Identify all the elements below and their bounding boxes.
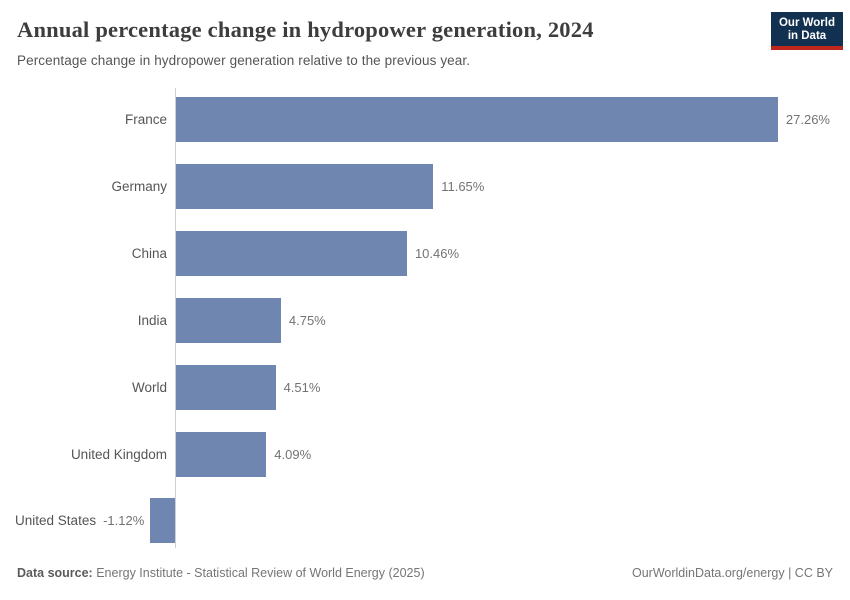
bar-label-germany: Germany bbox=[111, 178, 167, 194]
bar-india[interactable] bbox=[176, 297, 281, 343]
owid-logo[interactable]: Our World in Data bbox=[771, 12, 843, 50]
bar-value-germany: 11.65% bbox=[441, 178, 485, 194]
bar-labels-united-states: United States -1.12% bbox=[15, 498, 144, 543]
bar-united-kingdom[interactable] bbox=[176, 431, 267, 477]
bar-label-united-states: United States bbox=[15, 513, 97, 529]
bar-value-world: 4.51% bbox=[283, 379, 321, 395]
bar-france[interactable] bbox=[176, 97, 778, 142]
data-source-label: Data source: bbox=[17, 566, 93, 580]
data-source-text: Energy Institute - Statistical Review of… bbox=[96, 566, 425, 580]
chart-plot: France 27.26% Germany 11.65% China 10.46% Indi… bbox=[0, 88, 850, 548]
bar-label-world: World bbox=[131, 379, 167, 395]
y-axis-line bbox=[175, 88, 176, 548]
owid-logo-line2: in Data bbox=[787, 29, 827, 42]
bar-china[interactable] bbox=[176, 230, 407, 276]
license-credit-link[interactable]: OurWorldinData.org/energy | CC BY bbox=[631, 566, 833, 580]
bar-value-india: 4.75% bbox=[288, 312, 326, 328]
bar-label-united-kingdom: United Kingdom bbox=[70, 446, 167, 462]
bar-value-united-kingdom: 4.09% bbox=[274, 446, 312, 462]
bar-label-india: India bbox=[137, 312, 167, 328]
data-source-note: Data source: Energy Institute - Statisti… bbox=[17, 566, 425, 580]
chart-subtitle: Percentage change in hydropower generati… bbox=[17, 53, 471, 68]
owid-logo-box: Our World in Data bbox=[771, 12, 843, 46]
chart-title: Annual percentage change in hydropower g… bbox=[17, 17, 594, 42]
bar-germany[interactable] bbox=[176, 163, 434, 209]
bar-value-united-states: -1.12% bbox=[103, 513, 145, 529]
bar-united-states[interactable] bbox=[150, 498, 175, 544]
bar-label-china: China bbox=[131, 245, 167, 261]
bar-value-china: 10.46% bbox=[414, 245, 460, 261]
owid-logo-line1: Our World bbox=[778, 17, 835, 29]
bar-world[interactable] bbox=[176, 364, 276, 410]
chart-footer: Data source: Energy Institute - Statisti… bbox=[17, 566, 833, 580]
owid-logo-red-strip bbox=[771, 46, 843, 50]
bar-value-france: 27.26% bbox=[785, 112, 830, 127]
bar-label-france: France bbox=[124, 112, 167, 127]
